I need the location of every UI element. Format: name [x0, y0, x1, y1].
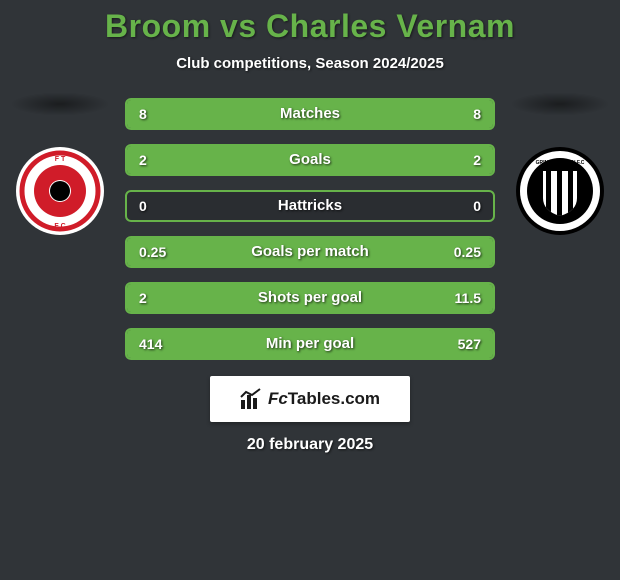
left-player-column: F T F C — [0, 92, 120, 236]
stats-table: 8Matches8 2Goals2 0Hattricks0 0.25Goals per… — [125, 92, 495, 360]
stat-label: Matches — [127, 100, 493, 128]
stat-label: Goals — [127, 146, 493, 174]
stat-value-right: 527 — [458, 330, 481, 358]
stat-row: 2Goals2 — [125, 144, 495, 176]
stat-value-right: 8 — [473, 100, 481, 128]
right-player-column: GRIMSBY TOWN F.C — [500, 92, 620, 236]
right-club-badge: GRIMSBY TOWN F.C — [515, 146, 605, 236]
stat-label: Hattricks — [127, 192, 493, 220]
stat-label: Goals per match — [127, 238, 493, 266]
stat-value-right: 0.25 — [454, 238, 481, 266]
brand-text: FcTables.com — [268, 389, 380, 409]
svg-text:GRIMSBY TOWN F.C: GRIMSBY TOWN F.C — [536, 160, 585, 166]
page-title: Broom vs Charles Vernam — [0, 8, 620, 45]
stat-row: 414Min per goal527 — [125, 328, 495, 360]
stat-value-right: 0 — [473, 192, 481, 220]
subtitle: Club competitions, Season 2024/2025 — [0, 55, 620, 72]
badge-shadow — [510, 92, 610, 116]
stat-row: 0Hattricks0 — [125, 190, 495, 222]
stat-value-right: 11.5 — [455, 284, 481, 312]
stat-label: Shots per goal — [127, 284, 493, 312]
left-club-badge: F T F C — [15, 146, 105, 236]
brand-logo[interactable]: FcTables.com — [210, 376, 410, 422]
stat-row: 0.25Goals per match0.25 — [125, 236, 495, 268]
stat-row: 2Shots per goal11.5 — [125, 282, 495, 314]
stat-value-right: 2 — [473, 146, 481, 174]
svg-text:F T: F T — [55, 156, 66, 163]
comparison-date: 20 february 2025 — [0, 436, 620, 454]
svg-text:F C: F C — [54, 223, 65, 230]
stat-label: Min per goal — [127, 330, 493, 358]
badge-shadow — [10, 92, 110, 116]
brand-chart-icon — [240, 388, 262, 410]
stat-row: 8Matches8 — [125, 98, 495, 130]
